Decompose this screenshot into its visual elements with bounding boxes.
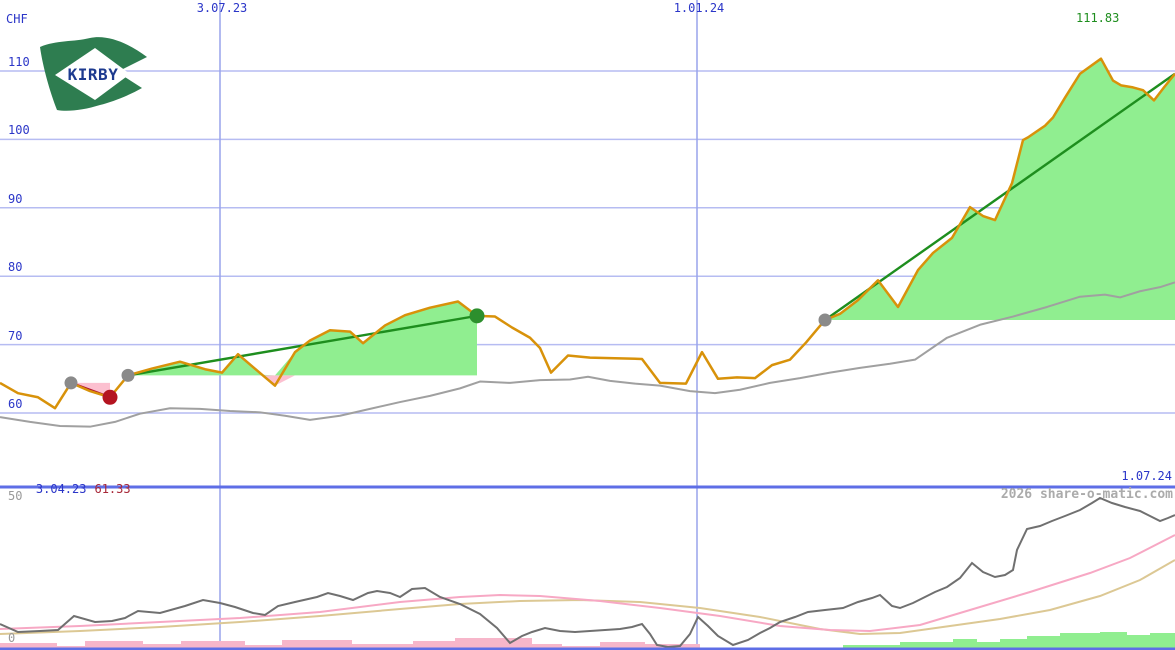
- trade-fill-areas: [71, 58, 1175, 398]
- end-date-label: 1.07.24: [1121, 469, 1172, 483]
- high-price-label: 111.83: [1076, 11, 1120, 25]
- y-axis-label-70: 70: [8, 328, 23, 343]
- y-axis-label-50: 50: [8, 489, 23, 503]
- panel-separators: [0, 485, 1175, 650]
- trade-marker-start: [121, 368, 135, 382]
- y-axis-label-60: 60: [8, 397, 23, 411]
- y-axis-label-80: 80: [8, 260, 23, 275]
- y-axis-label-110: 110: [8, 55, 30, 69]
- lower-zero-label: 0: [8, 631, 16, 645]
- horizontal-gridlines: [0, 70, 1175, 414]
- y-axis-label-90: 90: [8, 191, 23, 206]
- main-price-lines: [0, 57, 1175, 428]
- trade-marker-start: [64, 376, 78, 390]
- x-axis-label-3.07.23: 3.07.23: [196, 1, 248, 15]
- kirby-diamond: [55, 48, 130, 100]
- start-date-label: 3.04.23: [35, 482, 87, 496]
- lower-indicator-lines: [0, 496, 1175, 649]
- kirby-logo-text: KIRBY: [68, 65, 119, 84]
- trade-marker-start: [818, 313, 832, 327]
- trade-markers: [64, 308, 832, 405]
- y-axis-label-100: 100: [8, 123, 30, 138]
- trade-marker-gain-end: [469, 308, 485, 324]
- period-start-labels: 3.04.23 61.33: [7, 470, 139, 509]
- vertical-gridlines: [219, 0, 698, 649]
- start-price-label: 61.33: [94, 482, 131, 496]
- currency-label: CHF: [6, 12, 28, 26]
- trade-marker-loss-end: [102, 389, 118, 405]
- lower-volume-bars: [0, 632, 1175, 650]
- watermark: 2026 share-o-matic.com: [1000, 487, 1173, 502]
- x-axis-label-1.01.24: 1.01.24: [673, 1, 725, 15]
- kirby-logo: KIRBY: [40, 37, 147, 111]
